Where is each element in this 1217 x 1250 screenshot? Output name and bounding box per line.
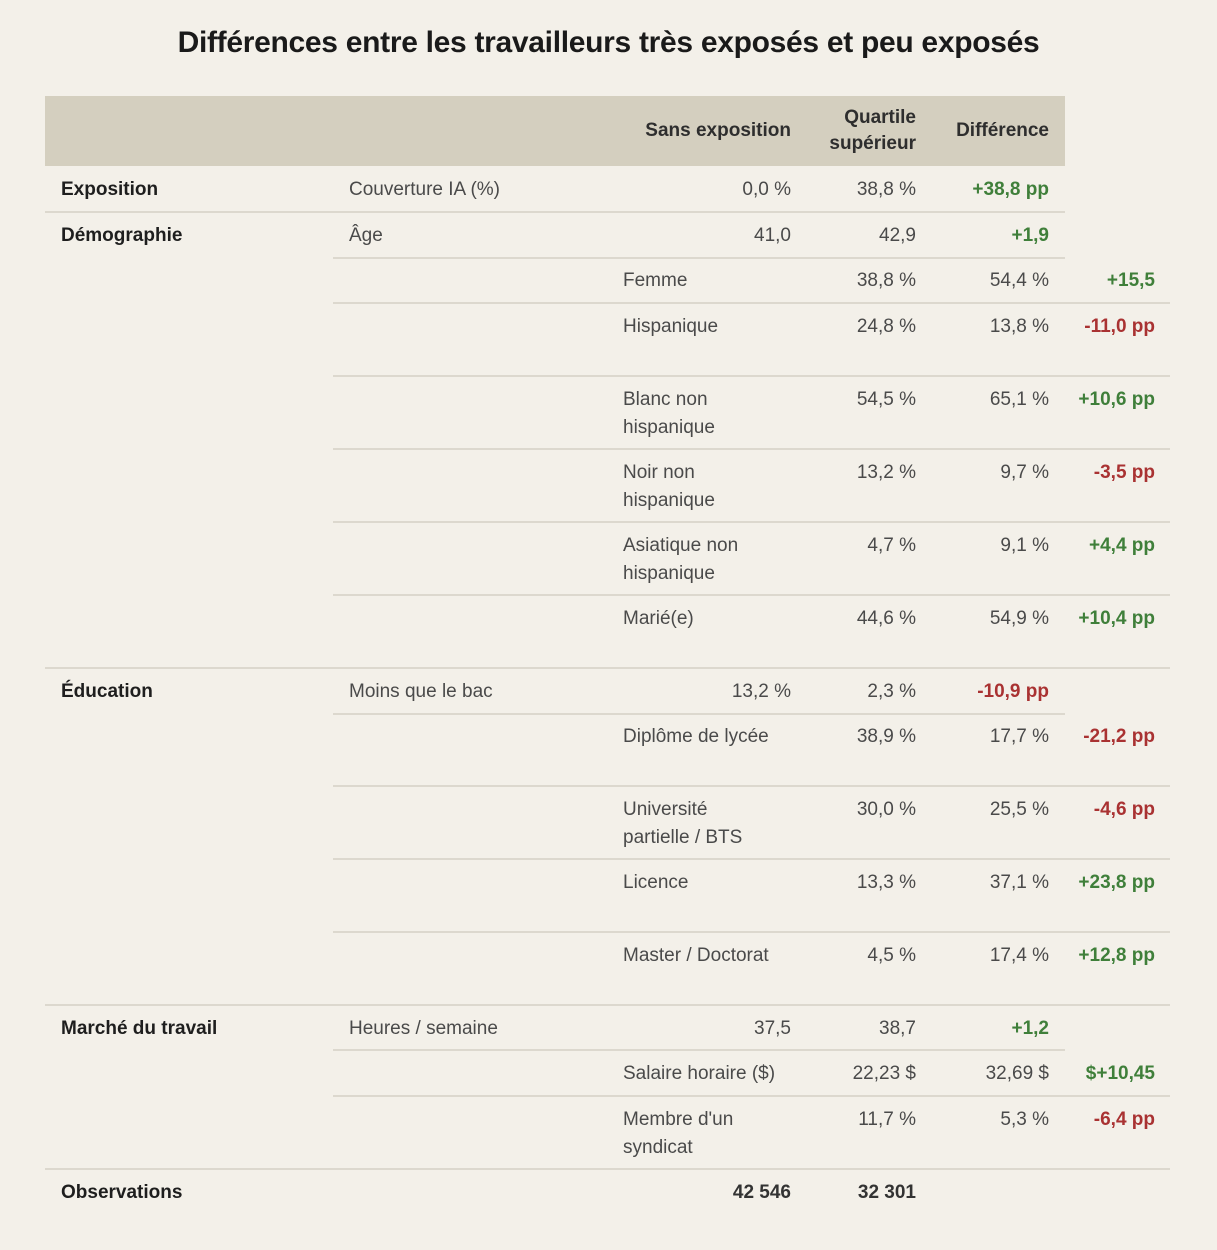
value-top-quartile: 5,3 % (1000, 1109, 1049, 1130)
value-difference: -4,6 pp (1093, 799, 1155, 820)
value-top-quartile: 13,8 % (989, 316, 1049, 337)
column-header-top-quartile: Quartile supérieur (829, 107, 916, 154)
row-label: Salaire horaire ($) (623, 1063, 776, 1084)
value-difference: -21,2 pp (1083, 726, 1155, 747)
row-category: Marché du travail (61, 1018, 218, 1039)
value-difference: $+10,45 (1085, 1063, 1155, 1084)
value-no-exposure: 24,8 % (856, 316, 916, 337)
value-difference: +1,9 (1011, 225, 1049, 246)
observations-top-quartile: 32 301 (857, 1182, 916, 1203)
page-title: Différences entre les travailleurs très … (177, 26, 1040, 59)
value-no-exposure: 37,5 (754, 1018, 791, 1039)
row-category: Démographie (61, 225, 183, 246)
row-divider (333, 785, 1170, 787)
value-no-exposure: 41,0 (754, 225, 791, 246)
value-top-quartile: 54,4 % (989, 270, 1049, 291)
value-difference: +38,8 pp (972, 179, 1049, 200)
value-difference: +15,5 (1106, 270, 1155, 291)
value-no-exposure: 30,0 % (856, 799, 916, 820)
value-difference: -3,5 pp (1093, 462, 1155, 483)
value-top-quartile: 2,3 % (867, 681, 916, 702)
value-difference: -10,9 pp (977, 681, 1049, 702)
value-top-quartile: 25,5 % (989, 799, 1049, 820)
value-difference: -11,0 pp (1084, 316, 1155, 337)
row-label: Moins que le bac (349, 681, 493, 702)
value-no-exposure: 38,9 % (856, 726, 916, 747)
value-top-quartile: 38,8 % (856, 179, 916, 200)
column-header-difference: Différence (956, 120, 1049, 141)
row-label: Noir non hispanique (623, 462, 715, 511)
value-difference: +1,2 (1011, 1018, 1049, 1039)
value-top-quartile: 38,7 (879, 1018, 916, 1039)
row-label: Asiatique non hispanique (623, 535, 739, 584)
row-label: Master / Doctorat (623, 945, 769, 966)
value-no-exposure: 11,7 % (858, 1109, 916, 1130)
row-divider (333, 448, 1170, 450)
value-top-quartile: 65,1 % (989, 389, 1049, 410)
row-divider (333, 931, 1170, 933)
row-divider (45, 1168, 1170, 1170)
value-top-quartile: 42,9 (879, 225, 916, 246)
row-divider (333, 521, 1170, 523)
row-label: Licence (623, 872, 689, 893)
row-divider (333, 594, 1170, 596)
row-label: Université partielle / BTS (623, 799, 743, 848)
value-top-quartile: 17,7 % (989, 726, 1049, 747)
row-divider (333, 858, 1170, 860)
value-top-quartile: 32,69 $ (985, 1063, 1049, 1084)
value-difference: +10,4 pp (1078, 608, 1155, 629)
row-divider (333, 257, 1065, 259)
value-top-quartile: 17,4 % (989, 945, 1049, 966)
row-divider (333, 375, 1170, 377)
observations-no-exposure: 42 546 (732, 1182, 791, 1203)
observations-label: Observations (61, 1182, 183, 1203)
value-difference: +12,8 pp (1078, 945, 1155, 966)
value-no-exposure: 54,5 % (856, 389, 916, 410)
row-label: Femme (623, 270, 688, 291)
value-no-exposure: 13,3 % (856, 872, 916, 893)
row-label: Hispanique (623, 316, 719, 337)
value-difference: -6,4 pp (1093, 1109, 1155, 1130)
row-label: Heures / semaine (349, 1018, 498, 1039)
row-category: Exposition (61, 179, 159, 200)
column-header-no-exposure: Sans exposition (645, 120, 791, 141)
row-label: Couverture IA (%) (349, 179, 500, 200)
row-label: Marié(e) (623, 608, 694, 629)
value-no-exposure: 38,8 % (856, 270, 916, 291)
value-no-exposure: 4,7 % (867, 535, 916, 556)
row-divider (333, 1095, 1170, 1097)
value-no-exposure: 13,2 % (731, 681, 791, 702)
value-top-quartile: 9,1 % (1000, 535, 1049, 556)
row-divider (333, 302, 1170, 304)
row-divider (333, 713, 1065, 715)
row-divider (45, 1004, 1170, 1006)
table-header (45, 96, 1065, 166)
value-top-quartile: 54,9 % (989, 608, 1049, 629)
row-label: Âge (349, 225, 383, 246)
row-divider (45, 667, 1170, 669)
value-difference: +10,6 pp (1078, 389, 1155, 410)
row-divider (333, 1049, 1065, 1051)
row-category: Éducation (61, 681, 153, 702)
value-difference: +4,4 pp (1089, 535, 1155, 556)
value-no-exposure: 22,23 $ (852, 1063, 916, 1084)
row-label: Membre d'un syndicat (623, 1109, 734, 1158)
row-label: Diplôme de lycée (623, 726, 769, 747)
value-no-exposure: 4,5 % (867, 945, 916, 966)
row-label: Blanc non hispanique (623, 389, 715, 438)
value-no-exposure: 44,6 % (856, 608, 916, 629)
row-divider (45, 211, 1065, 213)
value-no-exposure: 13,2 % (856, 462, 916, 483)
value-top-quartile: 37,1 % (989, 872, 1049, 893)
value-difference: +23,8 pp (1078, 872, 1155, 893)
value-no-exposure: 0,0 % (742, 179, 791, 200)
value-top-quartile: 9,7 % (1000, 462, 1049, 483)
